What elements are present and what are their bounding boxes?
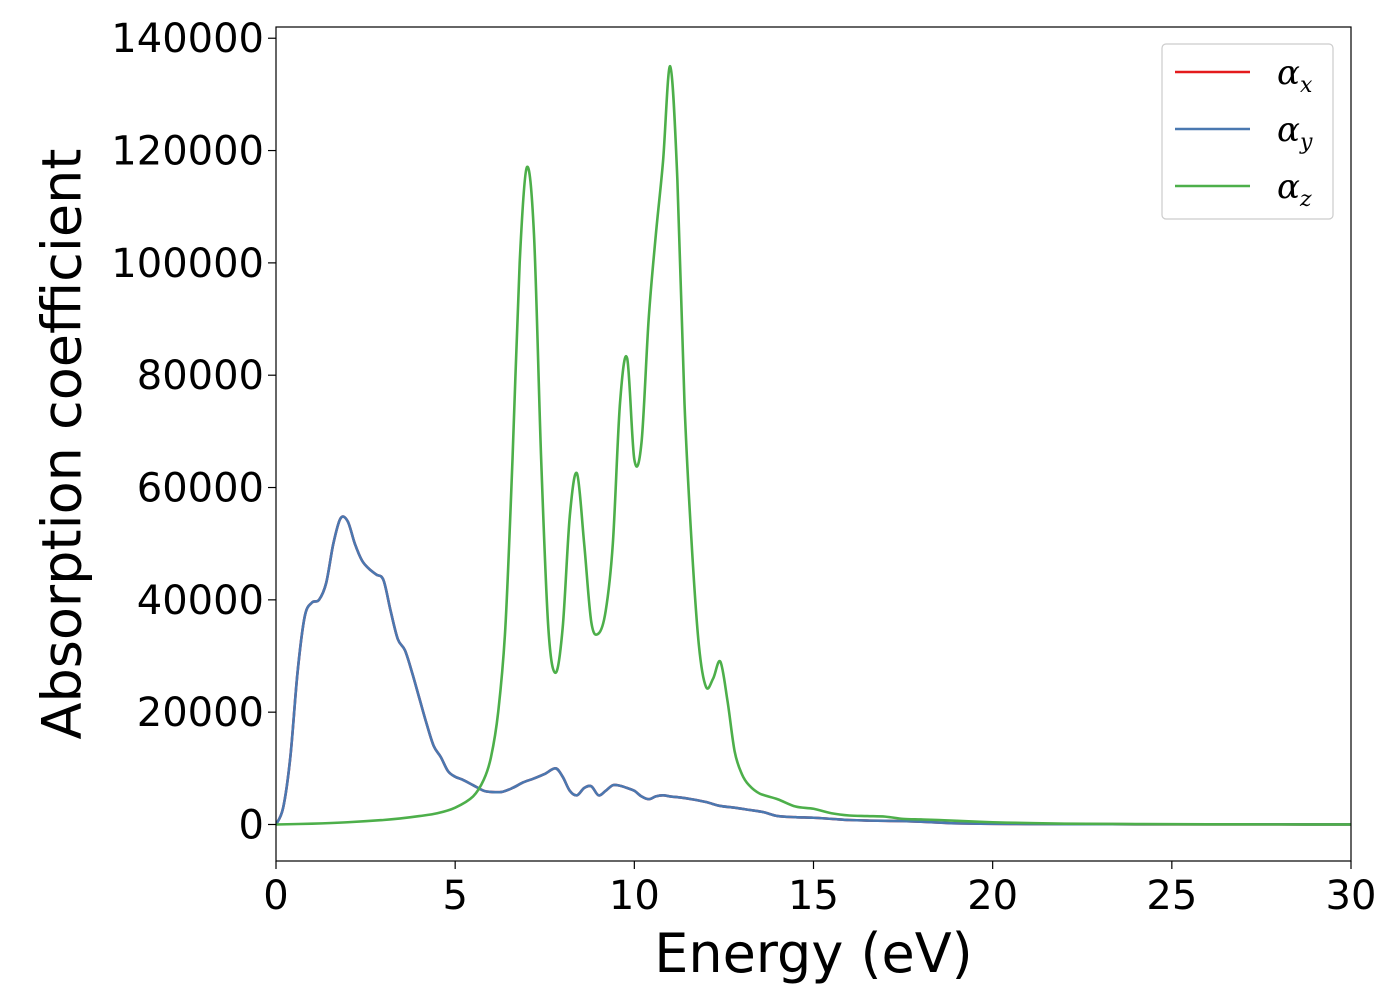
y-tick-label: 20000 bbox=[137, 690, 264, 736]
y-tick-label: 100000 bbox=[111, 241, 264, 287]
x-tick-label: 15 bbox=[788, 873, 839, 919]
series-line-z bbox=[276, 65, 1351, 826]
x-axis-ticks: 0 5 10 15 20 25 30 bbox=[263, 861, 1376, 919]
y-tick-label: 140000 bbox=[111, 16, 264, 62]
x-tick-label: 0 bbox=[263, 873, 288, 919]
y-axis-ticks: 0 20000 40000 60000 80000 100000 120000 140000 bbox=[111, 16, 276, 848]
x-tick-label: 25 bbox=[1146, 873, 1197, 919]
x-tick-label: 30 bbox=[1326, 873, 1377, 919]
y-tick-label: 40000 bbox=[137, 578, 264, 624]
y-tick-label: 80000 bbox=[137, 353, 264, 399]
y-tick-label: 120000 bbox=[111, 129, 264, 175]
series-line-y bbox=[276, 515, 1351, 826]
x-tick-label: 20 bbox=[967, 873, 1018, 919]
y-axis-title: Absorption coefficient bbox=[31, 149, 94, 740]
y-tick-label: 60000 bbox=[137, 466, 264, 512]
series-layer bbox=[276, 65, 1351, 826]
legend-box bbox=[1161, 43, 1334, 220]
x-axis-title: Energy (eV) bbox=[654, 922, 973, 985]
x-tick-label: 5 bbox=[442, 873, 467, 919]
y-tick-label: 0 bbox=[239, 802, 264, 848]
x-tick-label: 10 bbox=[609, 873, 660, 919]
